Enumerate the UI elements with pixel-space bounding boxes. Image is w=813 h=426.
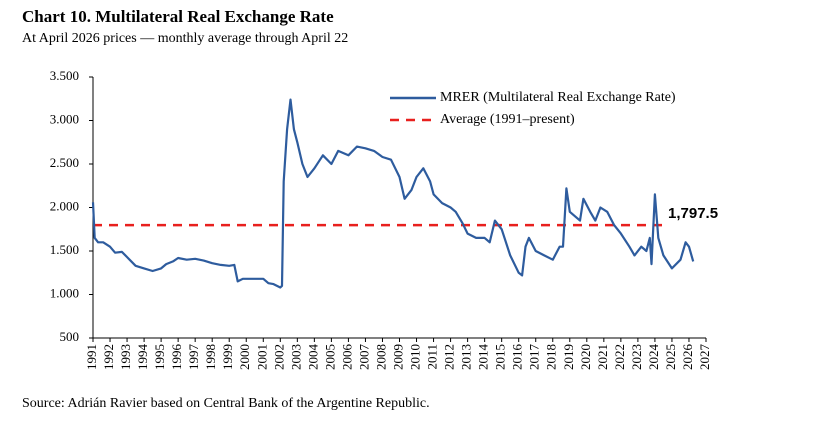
legend-label: Average (1991–present) bbox=[440, 112, 575, 127]
x-tick-label: 2024 bbox=[646, 344, 661, 371]
y-tick-label: 3.500 bbox=[50, 68, 79, 83]
x-tick-label: 2021 bbox=[595, 344, 610, 370]
x-tick-label: 2001 bbox=[254, 344, 269, 370]
x-tick-label: 1993 bbox=[118, 344, 133, 370]
x-tick-label: 2016 bbox=[510, 344, 525, 371]
series-line bbox=[91, 98, 695, 289]
x-tick-label: 2004 bbox=[305, 344, 320, 371]
chart-subtitle: At April 2026 prices — monthly average t… bbox=[22, 31, 348, 46]
x-tick-label: 2019 bbox=[561, 344, 576, 370]
x-tick-label: 2020 bbox=[578, 344, 593, 370]
x-tick-label: 2022 bbox=[612, 344, 627, 370]
x-tick-label: 2003 bbox=[288, 344, 303, 370]
y-tick-label: 1.500 bbox=[50, 242, 79, 257]
x-tick-label: 1998 bbox=[203, 344, 218, 370]
legend-label: MRER (Multilateral Real Exchange Rate) bbox=[440, 90, 676, 105]
x-tick-label: 2005 bbox=[322, 344, 337, 370]
x-tick-label: 1994 bbox=[135, 344, 150, 371]
x-tick-label: 2010 bbox=[408, 344, 423, 370]
source-note: Source: Adrián Ravier based on Central B… bbox=[22, 396, 430, 411]
x-tick-label: 2006 bbox=[339, 344, 354, 371]
x-tick-label: 2012 bbox=[442, 344, 457, 370]
y-tick-label: 1.000 bbox=[50, 285, 79, 300]
x-tick-label: 2008 bbox=[373, 344, 388, 370]
x-tick-label: 2015 bbox=[493, 344, 508, 370]
x-tick-label: 2018 bbox=[544, 344, 559, 370]
x-tick-label: 2014 bbox=[476, 344, 491, 371]
x-tick-label: 2002 bbox=[271, 344, 286, 370]
y-tick-label: 500 bbox=[60, 329, 80, 344]
x-tick-label: 1991 bbox=[84, 344, 99, 370]
x-tick-label: 2007 bbox=[356, 344, 371, 371]
x-tick-label: 1992 bbox=[101, 344, 116, 370]
x-tick-label: 2023 bbox=[629, 344, 644, 370]
x-tick-label: 2000 bbox=[237, 344, 252, 370]
x-tick-label: 2011 bbox=[425, 344, 440, 370]
x-tick-label: 2025 bbox=[663, 344, 678, 370]
x-tick-label: 1996 bbox=[169, 344, 184, 371]
x-tick-label: 2027 bbox=[697, 344, 712, 371]
x-tick-label: 2013 bbox=[459, 344, 474, 370]
x-tick-label: 2017 bbox=[527, 344, 542, 371]
y-tick-label: 2.000 bbox=[50, 198, 79, 213]
x-tick-label: 1999 bbox=[220, 344, 235, 370]
x-tick-label: 2026 bbox=[680, 344, 695, 371]
x-tick-label: 2009 bbox=[390, 344, 405, 370]
x-tick-label: 1995 bbox=[152, 344, 167, 370]
y-tick-label: 2.500 bbox=[50, 155, 79, 170]
average-label: 1,797.5 bbox=[668, 205, 718, 222]
y-tick-label: 3.000 bbox=[50, 111, 79, 126]
chart-title: Chart 10. Multilateral Real Exchange Rat… bbox=[22, 7, 334, 26]
x-tick-label: 1997 bbox=[186, 344, 201, 371]
